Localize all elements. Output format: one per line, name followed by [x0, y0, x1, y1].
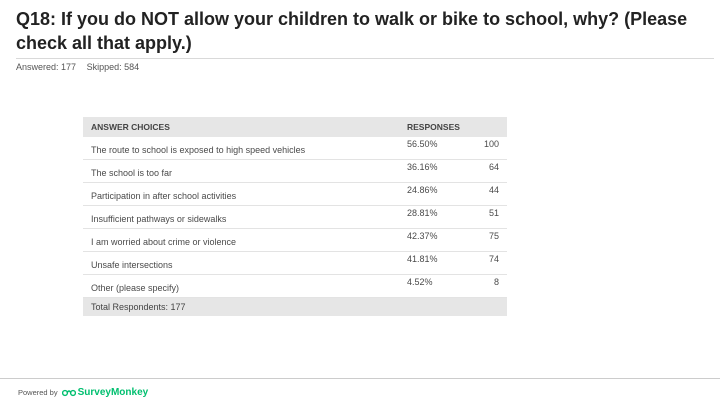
- answer-choices-header: ANSWER CHOICES: [91, 122, 170, 132]
- response-percent: 24.86%: [407, 185, 438, 195]
- answer-choice: Participation in after school activities: [91, 191, 237, 201]
- response-percent: 4.52%: [407, 277, 433, 287]
- answer-choice: Insufficient pathways or sidewalks: [91, 214, 227, 224]
- footer-divider: [0, 378, 720, 379]
- answer-choice: Unsafe intersections: [91, 260, 173, 270]
- table-row: Participation in after school activities…: [83, 183, 507, 206]
- response-percent: 28.81%: [407, 208, 438, 218]
- surveymonkey-icon: [61, 389, 76, 396]
- question-title: Q18: If you do NOT allow your children t…: [16, 9, 688, 53]
- response-count: 74: [488, 254, 499, 264]
- footer: Powered by SurveyMonkey: [18, 387, 148, 398]
- answer-choice: Other (please specify): [91, 283, 180, 293]
- response-percent: 36.16%: [407, 162, 438, 172]
- surveymonkey-logo: SurveyMonkey: [61, 387, 149, 398]
- answer-choice: The route to school is exposed to high s…: [91, 145, 306, 155]
- response-count: 100: [483, 139, 499, 149]
- response-percent: 42.37%: [407, 231, 438, 241]
- response-percent: 56.50%: [407, 139, 438, 149]
- response-count: 75: [488, 231, 499, 241]
- table-row: The route to school is exposed to high s…: [83, 137, 507, 160]
- answer-choice: I am worried about crime or violence: [91, 237, 237, 247]
- table-header: ANSWER CHOICES RESPONSES: [83, 117, 507, 137]
- table-row: Unsafe intersections 41.81% 74: [83, 252, 507, 275]
- response-count: 51: [488, 208, 499, 218]
- answer-choice: The school is too far: [91, 168, 173, 178]
- table-row: I am worried about crime or violence 42.…: [83, 229, 507, 252]
- powered-by-label: Powered by: [18, 388, 58, 397]
- response-count: 64: [488, 162, 499, 172]
- table-row: Other (please specify) 4.52% 8: [83, 275, 507, 298]
- title-divider: [16, 58, 714, 59]
- total-respondents: Total Respondents: 177: [83, 298, 507, 316]
- answered-count: Answered: 177: [16, 62, 77, 72]
- responses-header: RESPONSES: [407, 122, 460, 132]
- responses-table: ANSWER CHOICES RESPONSES The route to sc…: [83, 117, 507, 316]
- response-count: 44: [488, 185, 499, 195]
- response-count: 8: [493, 277, 499, 287]
- skipped-count: Skipped: 584: [86, 62, 140, 72]
- table-row: The school is too far 36.16% 64: [83, 160, 507, 183]
- brand-name: SurveyMonkey: [77, 387, 149, 398]
- table-row: Insufficient pathways or sidewalks 28.81…: [83, 206, 507, 229]
- response-stats: Answered: 177 Skipped: 584: [16, 62, 147, 72]
- response-percent: 41.81%: [407, 254, 438, 264]
